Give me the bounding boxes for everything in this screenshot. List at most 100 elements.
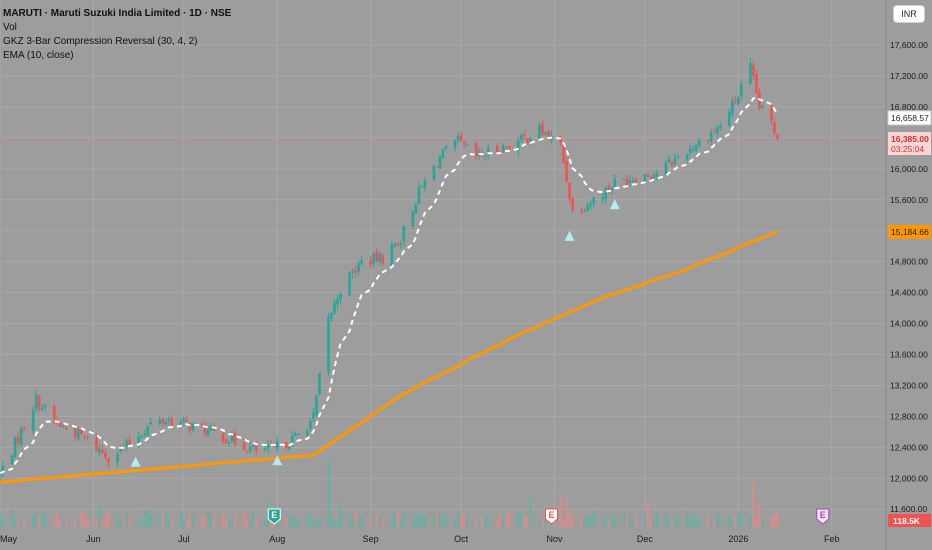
volume-bar-143 <box>604 513 607 527</box>
y-tick-label-11: 16,000.00 <box>890 164 928 174</box>
candle-14 <box>58 421 62 428</box>
volume-bar-129 <box>544 518 547 527</box>
candle-56 <box>233 428 237 447</box>
candle-172 <box>727 108 731 127</box>
candle-82 <box>348 271 351 297</box>
price-axis[interactable]: 11,600.00 12,000.00 12,400.00 12,800.00 13,2… <box>890 40 928 514</box>
svg-text:03:25:04: 03:25:04 <box>891 144 924 154</box>
candle-6 <box>22 426 26 434</box>
volume-bar-42 <box>179 514 182 527</box>
volume-bar-98 <box>414 512 417 527</box>
volume-bar-165 <box>695 517 698 527</box>
candle-100 <box>420 184 424 188</box>
volume-bar-77 <box>327 457 330 527</box>
candle-147 <box>622 178 626 181</box>
candle-112 <box>474 141 478 161</box>
candle-1 <box>1 461 5 479</box>
candle-15 <box>61 423 65 429</box>
candle-98 <box>414 202 418 215</box>
y-tick-label-5: 13,600.00 <box>890 349 928 359</box>
volume-bar-86 <box>360 514 363 527</box>
candle-167 <box>706 138 710 145</box>
volume-bar-167 <box>707 517 710 527</box>
volume-bar-4 <box>16 520 20 527</box>
candle-97 <box>411 209 415 230</box>
volume-bar-43 <box>182 518 185 527</box>
volume-bar-76 <box>318 521 321 527</box>
indicator-legend[interactable]: GKZ 3-Bar Compression Reversal (30, 4, 2… <box>3 36 198 47</box>
candle-79 <box>333 298 336 315</box>
currency-button[interactable]: INR <box>894 6 924 22</box>
candle-174 <box>734 95 737 105</box>
volume-bar-37 <box>158 513 161 527</box>
candle-122 <box>517 137 520 157</box>
volume-bar-164 <box>692 512 695 527</box>
candle-164 <box>691 145 695 153</box>
volume-bar-28 <box>119 520 122 527</box>
volume-bar-138 <box>583 517 586 527</box>
volume-bar-90 <box>378 515 381 527</box>
volume-bar-56 <box>233 514 237 527</box>
candle-94 <box>396 241 400 247</box>
ema-legend[interactable]: EMA (10, close) <box>3 50 74 61</box>
event-marker-2: E <box>816 508 830 525</box>
volume-bar-102 <box>432 517 436 527</box>
volume-bar-61 <box>255 516 258 527</box>
candle-103 <box>435 167 439 169</box>
candle-108 <box>456 131 460 144</box>
candle-0 <box>0 470 2 481</box>
candle-81 <box>339 291 342 304</box>
candle-166 <box>697 137 701 147</box>
candle-158 <box>667 155 671 163</box>
volume-bar-140 <box>589 514 592 527</box>
volume-bar-13 <box>56 513 59 527</box>
candle-139 <box>586 202 589 212</box>
candle-2 <box>10 454 14 465</box>
candle-102 <box>432 164 436 182</box>
candle-162 <box>685 153 689 164</box>
candle-107 <box>453 139 457 153</box>
volume-bar-146 <box>613 514 616 527</box>
candle-178 <box>752 60 755 81</box>
volume-bar-49 <box>206 514 210 527</box>
candle-67 <box>284 441 288 452</box>
volume-bar-15 <box>62 521 65 527</box>
candle-99 <box>417 182 421 205</box>
candle-183 <box>773 117 776 138</box>
volume-legend[interactable]: Vol <box>3 22 17 33</box>
volume-bar-103 <box>435 515 439 527</box>
symbol-title[interactable]: MARUTI · Maruti Suzuki India Limited · 1… <box>3 8 232 19</box>
candle-68 <box>288 445 291 452</box>
candle-35 <box>146 425 149 439</box>
volume-bar-87 <box>369 518 372 527</box>
volume-bar-139 <box>586 516 589 527</box>
volume-bar-68 <box>288 517 291 527</box>
volume-bar-176 <box>740 512 743 527</box>
volume-bar-184 <box>776 512 779 527</box>
volume-bar-153 <box>646 502 650 527</box>
volume-bar-159 <box>670 518 674 527</box>
candle-83 <box>351 268 354 279</box>
candle-66 <box>275 437 279 454</box>
volume-bar-8 <box>35 514 38 527</box>
candle-150 <box>631 177 635 185</box>
candle-140 <box>589 199 592 210</box>
y-tick-label-8: 14,800.00 <box>890 257 928 267</box>
volume-bar-148 <box>625 517 628 527</box>
candle-7 <box>31 406 35 436</box>
svg-text:15,184.66: 15,184.66 <box>891 227 929 237</box>
candle-74 <box>312 407 315 422</box>
volume-bar-59 <box>249 520 252 527</box>
time-axis[interactable]: May Jun Jul Aug Sep Oct Nov Dec 2026 Feb <box>0 534 840 544</box>
volume-bar-14 <box>59 520 62 527</box>
candle-123 <box>520 132 523 143</box>
volume-bar-92 <box>390 518 393 527</box>
candle-134 <box>565 156 568 184</box>
candle-179 <box>755 69 758 95</box>
volume-bar-54 <box>227 520 231 527</box>
volume-bar-69 <box>291 517 294 527</box>
candle-163 <box>688 144 692 156</box>
